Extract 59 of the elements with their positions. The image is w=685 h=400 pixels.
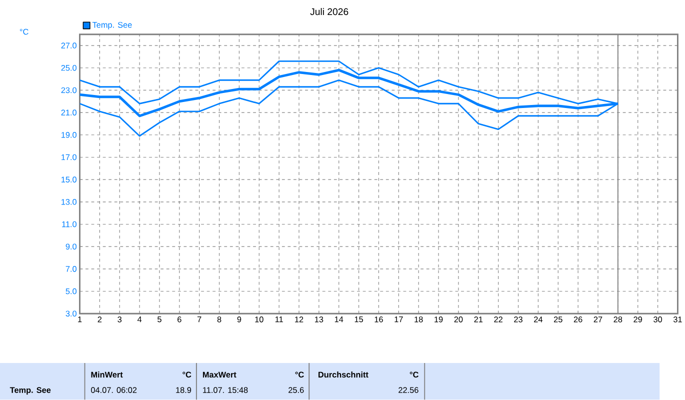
x-tick-label: 16 [374,316,383,322]
y-tick-label: 3.0 [66,310,76,316]
x-tick-label: 24 [534,316,543,322]
x-tick-label: 12 [295,316,304,322]
text: 22.56 [398,387,418,393]
y-tick-label: 27.0 [61,42,76,48]
x-tick-label: 15 [354,316,364,322]
y-tick-label: 17.0 [62,154,76,160]
x-tick-label: 19 [434,316,443,322]
y-tick-label: 25.0 [61,64,76,71]
x-tick-label: 17 [394,316,403,322]
text: MaxWert [202,372,236,378]
x-tick-label: 28 [614,316,622,322]
legend-label: Temp. See [92,22,132,30]
x-tick-label: 29 [634,316,642,322]
text: °C [182,372,192,378]
x-tick-label: 14 [334,316,344,322]
text: Temp. See [10,387,51,395]
text: °C [410,372,418,378]
y-tick-label: 9.0 [66,244,76,250]
x-tick-label: 1 [78,316,82,322]
x-tick-label: 11 [275,316,283,322]
y-tick-label: 19.0 [62,132,76,138]
x-tick-label: 22 [494,316,502,322]
text: °C [295,372,304,378]
x-tick-label: 23 [514,316,522,322]
x-tick-label: 7 [197,316,202,322]
x-tick-label: 13 [315,316,324,322]
y-tick-label: 11.0 [62,221,76,228]
x-tick-label: 26 [574,316,582,322]
text: Durchschnitt [318,371,368,378]
x-tick-label: 30 [654,316,662,322]
x-tick-label: 18 [414,316,423,322]
x-tick-label: 9 [237,316,242,322]
text: 11.07. 15:48 [203,387,248,393]
x-tick-label: 20 [454,316,463,322]
x-tick-label: 27 [594,316,602,322]
y-tick-label: 7.0 [66,266,76,272]
text: 04.07. 06:02 [91,387,137,393]
text: MinWert [91,371,123,378]
x-tick-label: 8 [217,316,222,322]
x-tick-label: 6 [178,316,182,322]
x-tick-label: 2 [98,316,102,322]
y-tick-label: 5.0 [66,288,76,294]
y-tick-label: 15.0 [62,176,76,182]
x-tick-label: 4 [137,316,142,322]
chart-title: Juli 2026 [310,8,348,16]
y-tick-label: 21.0 [61,110,76,116]
text: 25.6 [288,387,304,393]
x-tick-label: 31 [673,316,682,322]
x-tick-label: 5 [158,316,162,322]
x-tick-label: 10 [255,316,264,322]
x-tick-label: 25 [554,316,562,322]
y-tick-label: 23.0 [61,87,76,94]
text: 18.9 [176,387,192,393]
x-tick-label: 21 [474,316,483,322]
x-tick-label: 3 [118,316,122,322]
y-axis-title: °C [20,28,28,35]
y-tick-label: 13.0 [62,198,76,205]
